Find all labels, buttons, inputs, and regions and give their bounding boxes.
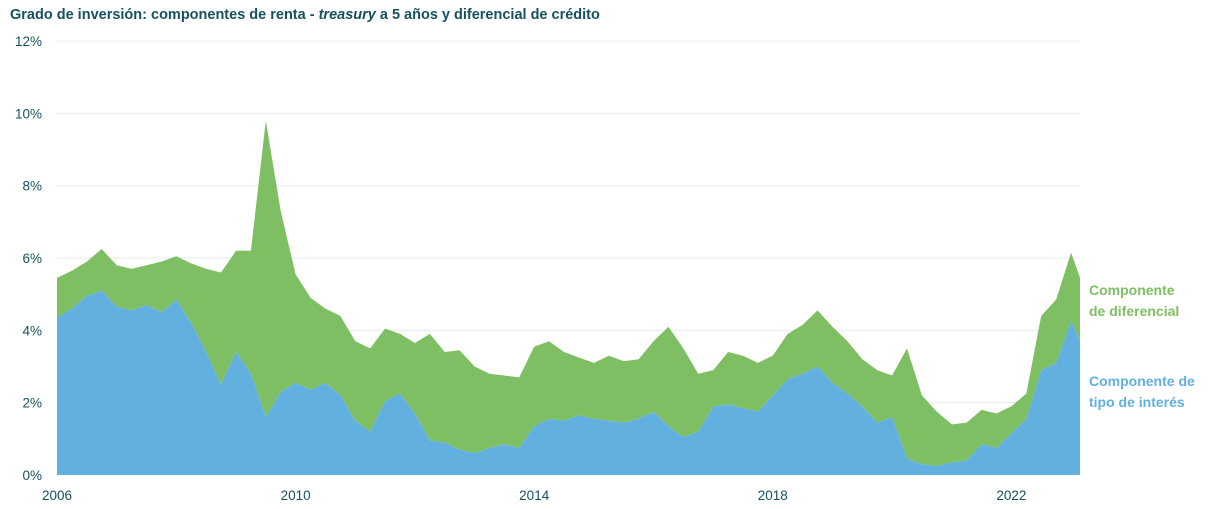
chart-title: Grado de inversión: componentes de renta… [10, 7, 600, 23]
x-tick-label: 2010 [281, 488, 311, 503]
chart-title-italic: treasury [318, 7, 376, 23]
x-tick-label: 2018 [758, 488, 788, 503]
x-tick-label: 2022 [996, 488, 1026, 503]
y-tick-label: 12% [15, 34, 42, 49]
y-axis-ticks: 0% 2% 4% 6% 8% 10% 12% [15, 34, 42, 483]
label-rate-component: Componente de tipo de interés [1089, 371, 1214, 413]
label-spread-line1: Componente [1089, 282, 1175, 298]
x-tick-label: 2014 [519, 488, 550, 503]
label-spread-line2: de diferencial [1089, 303, 1180, 319]
x-axis-ticks: 2006 2010 2014 2018 2022 [42, 488, 1026, 503]
chart-title-part1: Grado de inversión: componentes de renta… [10, 7, 319, 23]
y-tick-label: 4% [22, 323, 42, 338]
chart-title-part2: a 5 años y diferencial de crédito [375, 7, 600, 23]
label-spread-component: Componente de diferencial [1089, 280, 1214, 322]
area-spread-component [57, 120, 1080, 466]
y-tick-label: 10% [15, 106, 42, 121]
y-tick-label: 2% [22, 396, 42, 411]
x-tick-label: 2006 [42, 488, 72, 503]
y-tick-label: 6% [22, 251, 42, 266]
label-rate-line1: Componente de [1089, 373, 1195, 389]
area-rate-component [57, 290, 1080, 475]
y-tick-label: 8% [22, 179, 42, 194]
y-tick-label: 0% [22, 468, 42, 483]
label-rate-line2: tipo de interés [1089, 394, 1185, 410]
